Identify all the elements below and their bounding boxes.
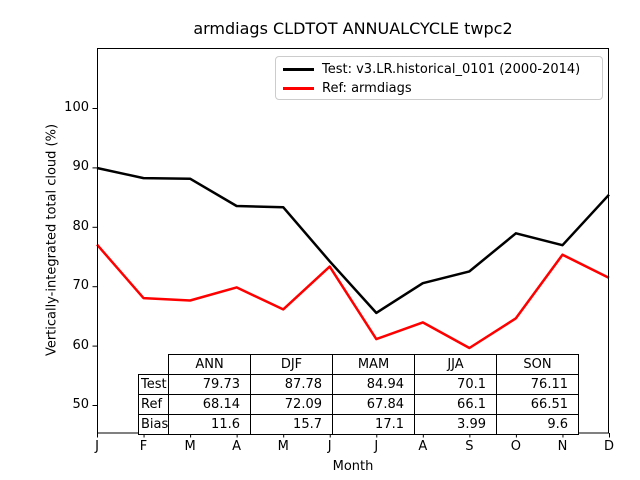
test-series-line xyxy=(96,166,610,315)
table-corner-cell xyxy=(139,355,169,375)
cell-ref-djf: 72.09 xyxy=(250,394,333,415)
ref-line-swatch xyxy=(283,87,314,90)
x-tick-label: J xyxy=(374,439,379,454)
cell-bias-ann: 11.6 xyxy=(168,414,251,435)
x-tick-label: J xyxy=(95,439,99,454)
col-header-djf: DJF xyxy=(250,354,333,375)
cell-test-mam: 84.94 xyxy=(332,374,415,395)
y-tick-label: 70 xyxy=(72,278,89,294)
test-line-swatch xyxy=(283,68,314,71)
cell-ref-ann: 68.14 xyxy=(168,394,251,415)
table-header-row: ANN DJF MAM JJA SON xyxy=(139,354,579,375)
ref-series-line xyxy=(96,243,610,350)
row-label-bias: Bias xyxy=(138,414,169,435)
y-tick-label: 60 xyxy=(72,337,89,353)
x-tick-label: A xyxy=(232,439,242,454)
col-header-ann: ANN xyxy=(168,354,251,375)
cell-test-ann: 79.73 xyxy=(168,374,251,395)
cell-test-jja: 70.1 xyxy=(414,374,497,395)
y-tick-label: 90 xyxy=(72,159,89,175)
y-tick-label: 100 xyxy=(64,100,89,115)
x-axis-label: Month xyxy=(332,459,374,474)
table-row-test: Test 79.73 87.78 84.94 70.1 76.11 xyxy=(138,374,579,395)
stats-table: ANN DJF MAM JJA SON Test 79.73 87.78 84.… xyxy=(138,354,579,435)
cell-ref-mam: 67.84 xyxy=(332,394,415,415)
x-tick-label: O xyxy=(510,439,522,454)
col-header-son: SON xyxy=(496,354,579,375)
table-row-bias: Bias 11.6 15.7 17.1 3.99 9.6 xyxy=(138,414,579,435)
legend-label-ref: Ref: armdiags xyxy=(322,81,412,96)
col-header-jja: JJA xyxy=(414,354,497,375)
x-tick-label: A xyxy=(418,439,428,454)
cell-test-son: 76.11 xyxy=(496,374,579,395)
cell-ref-son: 66.51 xyxy=(496,394,579,415)
legend-item-test: Test: v3.LR.historical_0101 (2000-2014) xyxy=(283,60,602,79)
x-tick-label: D xyxy=(603,439,614,454)
y-tick-label: 80 xyxy=(72,218,89,234)
legend-item-ref: Ref: armdiags xyxy=(283,79,602,98)
cell-bias-jja: 3.99 xyxy=(414,414,497,435)
y-axis-label: Vertically-integrated total cloud (%) xyxy=(44,123,60,357)
legend: Test: v3.LR.historical_0101 (2000-2014) … xyxy=(275,56,603,100)
x-tick-label: J xyxy=(327,439,332,454)
table-row-ref: Ref 68.14 72.09 67.84 66.1 66.51 xyxy=(138,394,579,415)
row-label-test: Test xyxy=(138,374,169,395)
x-tick-label: S xyxy=(465,439,474,454)
col-header-mam: MAM xyxy=(332,354,415,375)
y-tick-label: 50 xyxy=(72,397,89,412)
x-tick-label: M xyxy=(277,439,289,454)
cell-bias-son: 9.6 xyxy=(496,414,579,435)
cell-ref-jja: 66.1 xyxy=(414,394,497,415)
x-tick-label: F xyxy=(139,439,148,454)
row-label-ref: Ref xyxy=(138,394,169,415)
x-tick-label: N xyxy=(557,439,568,454)
legend-label-test: Test: v3.LR.historical_0101 (2000-2014) xyxy=(322,62,581,77)
cell-bias-mam: 17.1 xyxy=(332,414,415,435)
cell-bias-djf: 15.7 xyxy=(250,414,333,435)
cell-test-djf: 87.78 xyxy=(250,374,333,395)
x-tick-label: M xyxy=(184,439,196,454)
chart-title: armdiags CLDTOT ANNUALCYCLE twpc2 xyxy=(193,19,513,38)
